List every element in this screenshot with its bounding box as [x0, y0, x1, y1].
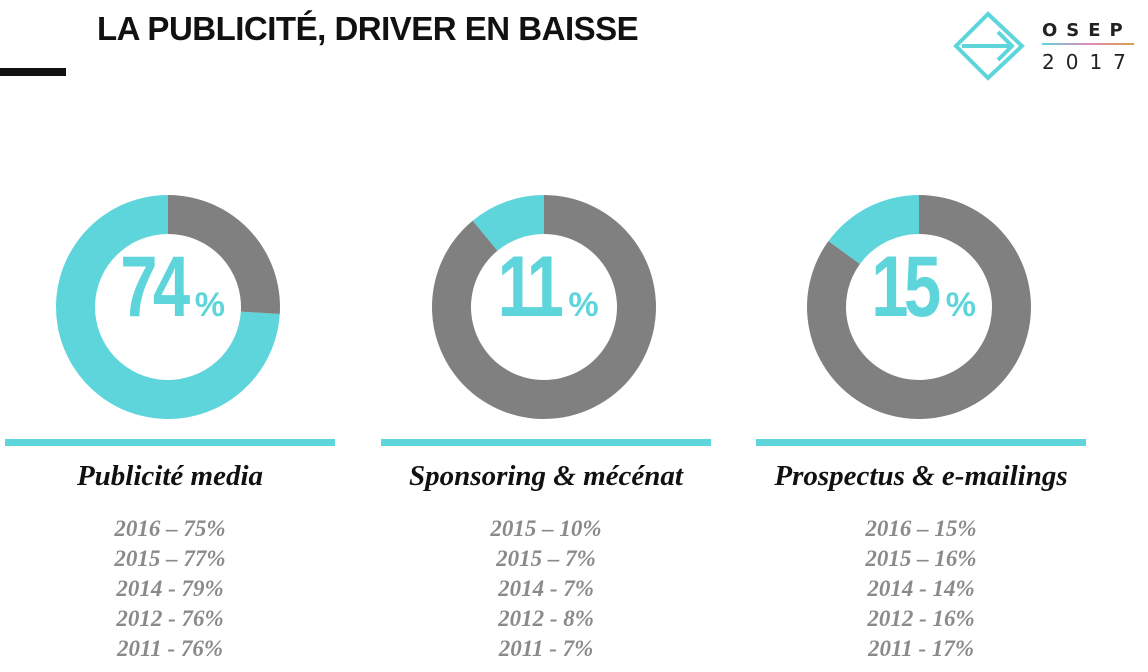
history-item: 2011 - 76% — [116, 636, 224, 661]
history-item: 2014 - 79% — [116, 576, 224, 601]
history-item: 2014 - 14% — [867, 576, 975, 601]
donut-slice-value — [56, 195, 280, 419]
chart-panel-publicite-media: 74% Publicité media 2016 – 75% 2015 – 77… — [5, 180, 335, 672]
donut-chart — [56, 195, 280, 419]
history-item: 2016 – 75% — [114, 516, 226, 541]
percentage-label: 11% — [431, 244, 657, 330]
percentage-value: 11 — [498, 239, 564, 335]
logo-year: 2017 — [1042, 50, 1137, 74]
arrow-logo-icon — [953, 11, 1025, 81]
history-item: 2012 - 8% — [498, 606, 594, 631]
history-list: 2016 – 15% 2015 – 16% 2014 - 14% 2012 - … — [756, 514, 1086, 664]
logo-divider — [1042, 43, 1134, 45]
donut-chart — [432, 195, 656, 419]
percentage-value: 74 — [120, 239, 190, 335]
history-list: 2015 – 10% 2015 – 7% 2014 - 7% 2012 - 8%… — [381, 514, 711, 664]
history-item: 2012 - 76% — [116, 606, 224, 631]
category-label: Publicité media — [76, 460, 264, 492]
percentage-unit: % — [568, 286, 599, 324]
chart-panel-prospectus-emailings: 15% Prospectus & e-mailings 2016 – 15% 2… — [756, 180, 1086, 672]
chart-panel-sponsoring-mecenat: 11% Sponsoring & mécénat 2015 – 10% 2015… — [381, 180, 711, 672]
history-item: 2016 – 15% — [865, 516, 977, 541]
history-item: 2015 – 77% — [114, 546, 226, 571]
donut-slice-rest — [807, 195, 1031, 419]
category-rule — [381, 439, 711, 446]
history-item: 2011 - 7% — [498, 636, 594, 661]
percentage-unit: % — [194, 286, 225, 324]
history-item: 2015 – 16% — [865, 546, 977, 571]
title-underline — [0, 68, 66, 76]
history-item: 2011 - 17% — [867, 636, 975, 661]
percentage-label: 74% — [55, 244, 281, 330]
donut-slice-value — [472, 195, 544, 251]
osep-logo: OSEP 2017 — [952, 10, 1142, 82]
history-item: 2015 – 7% — [496, 546, 596, 571]
history-item: 2015 – 10% — [490, 516, 602, 541]
history-item: 2014 - 7% — [498, 576, 594, 601]
percentage-label: 15% — [806, 244, 1032, 330]
percentage-value: 15 — [871, 239, 941, 335]
donut-slice-rest — [432, 195, 656, 419]
category-label: Prospectus & e-mailings — [774, 460, 1068, 492]
category-rule — [756, 439, 1086, 446]
history-item: 2012 - 16% — [867, 606, 975, 631]
percentage-unit: % — [945, 286, 976, 324]
donut-slice-rest — [168, 195, 280, 315]
donut-slice-value — [828, 195, 919, 265]
logo-word: OSEP — [1042, 20, 1132, 41]
category-rule — [5, 439, 335, 446]
donut-chart — [807, 195, 1031, 419]
category-label: Sponsoring & mécénat — [409, 460, 683, 492]
page-title: LA PUBLICITÉ, DRIVER EN BAISSE — [97, 10, 639, 47]
history-list: 2016 – 75% 2015 – 77% 2014 - 79% 2012 - … — [5, 514, 335, 664]
